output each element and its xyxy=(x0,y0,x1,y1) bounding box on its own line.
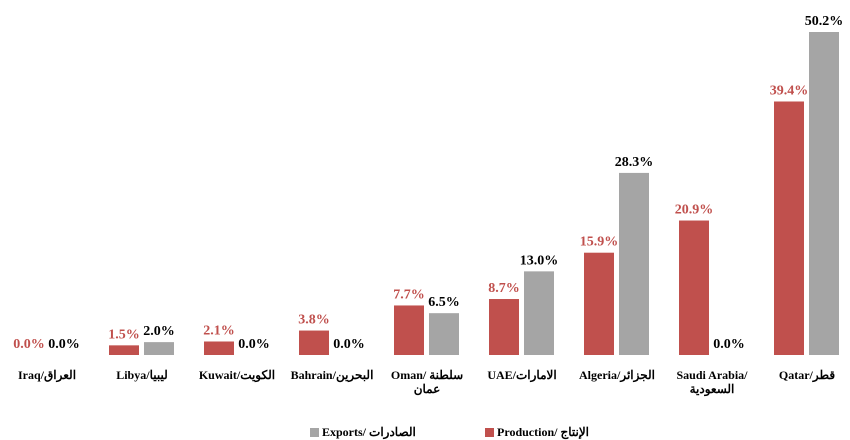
data-label: 3.8% xyxy=(298,313,330,328)
bar xyxy=(809,32,839,355)
x-tick-label: Saudi Arabia/السعودية xyxy=(676,368,748,396)
data-label: 28.3% xyxy=(615,155,654,170)
legend-item: Exports/ الصادرات xyxy=(310,425,416,440)
data-label: 6.5% xyxy=(428,295,460,310)
bar xyxy=(774,101,804,355)
legend-item: Production/ الإنتاج xyxy=(485,425,589,440)
bar xyxy=(429,313,459,355)
data-label: 50.2% xyxy=(805,14,844,29)
bar xyxy=(584,252,614,355)
x-tick-label: Oman/ سلطنة عمان xyxy=(390,368,464,396)
bar xyxy=(109,345,139,355)
data-label: 0.0% xyxy=(333,337,365,352)
legend-label: Exports/ الصادرات xyxy=(322,425,416,439)
x-tick-label: Bahrain/البحرين xyxy=(290,368,374,382)
x-tick-label: Qatar/قطر xyxy=(778,368,836,382)
bar xyxy=(204,341,234,355)
legend-swatch xyxy=(310,428,319,437)
x-tick-label: UAE/الامارات xyxy=(487,368,557,382)
bar xyxy=(144,342,174,355)
bar xyxy=(619,172,649,355)
bar xyxy=(394,305,424,355)
bar xyxy=(524,271,554,355)
data-label: 1.5% xyxy=(108,327,140,342)
x-tick-label: Kuwait/الكويت xyxy=(198,368,276,382)
x-tick-label: Libya/ليبيا xyxy=(116,368,168,382)
x-tick-label: Iraq/العراق xyxy=(17,368,77,382)
data-label: 2.1% xyxy=(203,323,235,338)
bar xyxy=(679,220,709,355)
data-label: 0.0% xyxy=(48,337,80,352)
data-label: 0.0% xyxy=(13,337,45,352)
data-label: 0.0% xyxy=(238,337,270,352)
data-label: 2.0% xyxy=(143,324,175,339)
data-label: 15.9% xyxy=(580,235,619,250)
bar xyxy=(489,299,519,355)
legend-swatch xyxy=(485,428,494,437)
data-label: 7.7% xyxy=(393,287,425,302)
x-tick-label: Algeria/الجزائر xyxy=(579,368,655,382)
data-label: 8.7% xyxy=(488,281,520,296)
legend-label: Production/ الإنتاج xyxy=(497,425,589,439)
data-label: 39.4% xyxy=(770,83,809,98)
data-label: 0.0% xyxy=(713,337,745,352)
data-label: 20.9% xyxy=(675,203,714,218)
data-label: 13.0% xyxy=(520,253,559,268)
bar xyxy=(299,330,329,355)
